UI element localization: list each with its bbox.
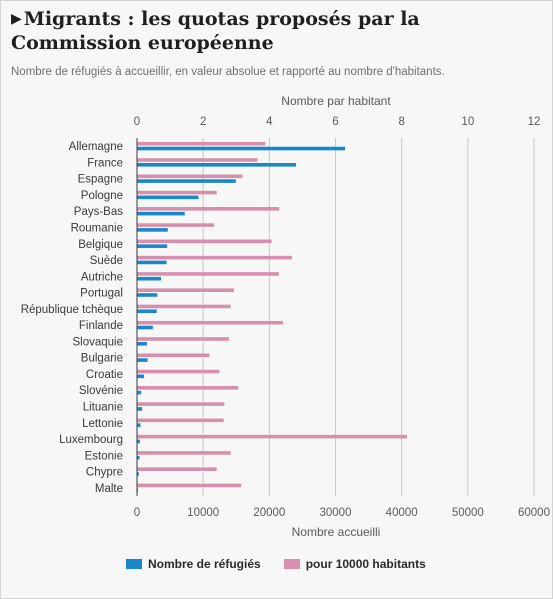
bottom-tick-label: 10000 <box>187 507 219 519</box>
bar-refugees-roumanie <box>137 228 168 232</box>
chart-title-text: Migrants : les quotas proposés par la Co… <box>11 8 420 54</box>
bar-per-capita-lettonie <box>137 418 224 423</box>
bar-per-capita-espagne <box>137 174 243 179</box>
bar-refugees-republique-tcheque <box>137 309 157 314</box>
triangle-right-icon: ▶ <box>11 11 22 27</box>
category-label-bulgarie: Bulgarie <box>81 353 123 365</box>
category-label-autriche: Autriche <box>81 271 123 283</box>
bar-refugees-allemagne <box>137 146 346 151</box>
category-label-roumanie: Roumanie <box>71 223 123 235</box>
category-label-pologne: Pologne <box>81 190 123 202</box>
bar-refugees-lituanie <box>137 407 143 411</box>
bar-refugees-croatie <box>137 374 145 379</box>
bar-refugees-espagne <box>137 179 236 183</box>
bar-refugees-chypre <box>137 472 139 476</box>
bottom-axis-title: Nombre accueilli <box>292 525 381 539</box>
category-label-allemagne: Allemagne <box>69 141 123 153</box>
bar-per-capita-luxembourg <box>137 434 407 439</box>
bar-refugees-belgique <box>137 244 168 248</box>
top-tick-label: 6 <box>332 116 338 128</box>
bar-per-capita-pologne <box>137 190 217 195</box>
bar-per-capita-france <box>137 158 258 162</box>
bar-per-capita-croatie <box>137 369 220 374</box>
top-axis-title: Nombre par habitant <box>281 94 391 108</box>
bar-per-capita-finlande <box>137 320 283 325</box>
bottom-tick-label: 30000 <box>320 507 352 519</box>
category-label-lettonie: Lettonie <box>82 418 123 430</box>
bar-per-capita-portugal <box>137 288 234 292</box>
top-tick-label: 0 <box>134 116 140 128</box>
bar-per-capita-pays-bas <box>137 207 280 211</box>
bottom-tick-label: 20000 <box>253 507 285 519</box>
category-label-lituanie: Lituanie <box>83 402 123 414</box>
legend: Nombre de réfugiés pour 10000 habitants <box>126 556 449 572</box>
bar-refugees-bulgarie <box>137 358 148 362</box>
bar-refugees-pologne <box>137 195 199 200</box>
category-label-suede: Suède <box>90 255 123 267</box>
bar-refugees-pays-bas <box>137 211 185 216</box>
bottom-tick-label: 0 <box>134 507 140 519</box>
bar-refugees-suede <box>137 260 167 265</box>
category-label-slovaquie: Slovaquie <box>72 336 123 348</box>
top-tick-label: 10 <box>461 116 474 128</box>
bar-per-capita-bulgarie <box>137 353 210 358</box>
bar-per-capita-allemagne <box>137 141 266 146</box>
bar-refugees-lettonie <box>137 423 141 427</box>
bottom-tick-label: 50000 <box>452 507 484 519</box>
bar-refugees-portugal <box>137 293 158 297</box>
category-label-espagne: Espagne <box>78 174 123 186</box>
bar-per-capita-chypre <box>137 467 217 471</box>
top-tick-label: 8 <box>398 116 404 128</box>
chart-title: ▶ Migrants : les quotas proposés par la C… <box>11 7 541 55</box>
category-label-france: France <box>87 157 123 169</box>
bar-per-capita-lituanie <box>137 402 225 406</box>
legend-item-per-capita[interactable]: pour 10000 habitants <box>283 557 426 571</box>
bar-refugees-finlande <box>137 325 153 330</box>
category-label-malte: Malte <box>95 483 123 495</box>
category-label-slovenie: Slovénie <box>79 385 123 397</box>
category-label-finlande: Finlande <box>79 320 123 332</box>
category-label-chypre: Chypre <box>86 467 123 479</box>
legend-label-per-capita: pour 10000 habitants <box>305 557 426 571</box>
bar-per-capita-republique-tcheque <box>137 304 231 309</box>
bar-per-capita-autriche <box>137 272 279 276</box>
bar-refugees-slovenie <box>137 390 142 395</box>
bar-refugees-estonie <box>137 455 140 460</box>
bar-per-capita-estonie <box>137 451 231 455</box>
top-tick-label: 2 <box>200 116 206 128</box>
bottom-tick-label: 60000 <box>518 507 550 519</box>
bar-refugees-luxembourg <box>137 439 140 444</box>
chart-subtitle: Nombre de réfugiés à accueillir, en vale… <box>11 66 445 78</box>
legend-item-refugees[interactable]: Nombre de réfugiés <box>126 557 261 571</box>
category-label-belgique: Belgique <box>78 239 123 251</box>
bar-per-capita-suede <box>137 255 292 260</box>
category-label-pays-bas: Pays-Bas <box>74 206 123 218</box>
category-label-republique-tcheque: République tchèque <box>21 304 123 316</box>
bar-refugees-autriche <box>137 276 162 281</box>
category-label-luxembourg: Luxembourg <box>59 434 123 446</box>
bar-refugees-france <box>137 163 297 167</box>
legend-label-refugees: Nombre de réfugiés <box>148 557 261 571</box>
top-tick-label: 12 <box>528 116 541 128</box>
bar-per-capita-malte <box>137 483 242 488</box>
bar-per-capita-slovenie <box>137 386 239 390</box>
bar-per-capita-roumanie <box>137 223 215 227</box>
bottom-tick-label: 40000 <box>386 507 418 519</box>
legend-swatch-refugees <box>126 559 142 569</box>
top-tick-label: 4 <box>266 116 273 128</box>
category-label-portugal: Portugal <box>80 288 123 300</box>
legend-swatch-per-capita <box>283 559 300 569</box>
category-label-croatie: Croatie <box>86 369 123 381</box>
category-label-estonie: Estonie <box>85 450 123 462</box>
bar-per-capita-slovaquie <box>137 337 229 341</box>
bar-per-capita-belgique <box>137 239 272 244</box>
bar-refugees-slovaquie <box>137 342 147 346</box>
